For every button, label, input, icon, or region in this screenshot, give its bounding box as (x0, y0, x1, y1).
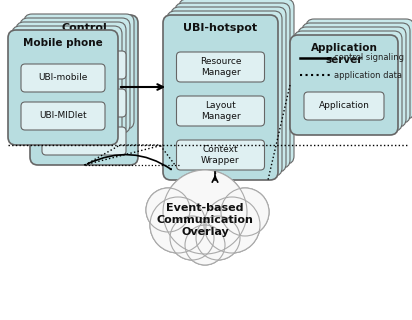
FancyBboxPatch shape (20, 18, 130, 133)
Circle shape (146, 188, 190, 232)
Circle shape (196, 216, 240, 260)
Text: Service
Discovery: Service Discovery (62, 55, 106, 75)
Circle shape (150, 197, 206, 253)
FancyBboxPatch shape (42, 51, 126, 79)
FancyBboxPatch shape (294, 31, 402, 131)
Text: UBI-hotspot: UBI-hotspot (183, 23, 258, 33)
Text: Application: Application (318, 101, 370, 110)
Text: Control
server: Control server (61, 23, 107, 44)
FancyBboxPatch shape (302, 23, 410, 123)
Circle shape (204, 197, 260, 253)
Text: Context
Wrapper: Context Wrapper (201, 145, 240, 165)
Text: control signaling: control signaling (334, 53, 404, 62)
Circle shape (196, 216, 240, 260)
FancyBboxPatch shape (16, 22, 126, 137)
FancyBboxPatch shape (290, 35, 398, 135)
FancyBboxPatch shape (21, 102, 105, 130)
Text: UBI-MIDlet: UBI-MIDlet (39, 111, 87, 121)
FancyBboxPatch shape (42, 89, 126, 117)
FancyBboxPatch shape (306, 19, 412, 119)
Text: Mobile phone: Mobile phone (23, 38, 103, 48)
FancyBboxPatch shape (176, 140, 265, 170)
Text: User
Management: User Management (54, 93, 114, 113)
FancyBboxPatch shape (298, 27, 406, 127)
Circle shape (185, 225, 225, 265)
Text: Database: Database (63, 137, 105, 146)
FancyBboxPatch shape (12, 26, 122, 141)
FancyBboxPatch shape (304, 92, 384, 120)
Text: Event-based
Communication
Overlay: Event-based Communication Overlay (157, 204, 253, 236)
Circle shape (204, 197, 260, 253)
FancyBboxPatch shape (8, 30, 118, 145)
Circle shape (150, 197, 206, 253)
FancyBboxPatch shape (163, 15, 278, 180)
Text: Application
server: Application server (311, 43, 377, 65)
Text: Layout
Manager: Layout Manager (201, 101, 240, 121)
Text: UBI-mobile: UBI-mobile (38, 74, 88, 83)
FancyBboxPatch shape (167, 11, 282, 176)
FancyBboxPatch shape (30, 15, 138, 165)
Text: Resource
Manager: Resource Manager (200, 57, 241, 77)
Text: application data: application data (334, 70, 402, 79)
Circle shape (146, 188, 190, 232)
FancyBboxPatch shape (179, 0, 294, 164)
FancyArrowPatch shape (87, 155, 171, 169)
Circle shape (163, 170, 247, 254)
Circle shape (221, 188, 269, 236)
Circle shape (185, 225, 225, 265)
FancyBboxPatch shape (24, 14, 134, 129)
FancyBboxPatch shape (175, 3, 290, 168)
FancyBboxPatch shape (21, 64, 105, 92)
Circle shape (170, 216, 214, 260)
Circle shape (170, 216, 214, 260)
Circle shape (163, 170, 247, 254)
FancyBboxPatch shape (171, 7, 286, 172)
FancyBboxPatch shape (176, 52, 265, 82)
FancyBboxPatch shape (176, 96, 265, 126)
FancyBboxPatch shape (42, 127, 126, 155)
Circle shape (221, 188, 269, 236)
